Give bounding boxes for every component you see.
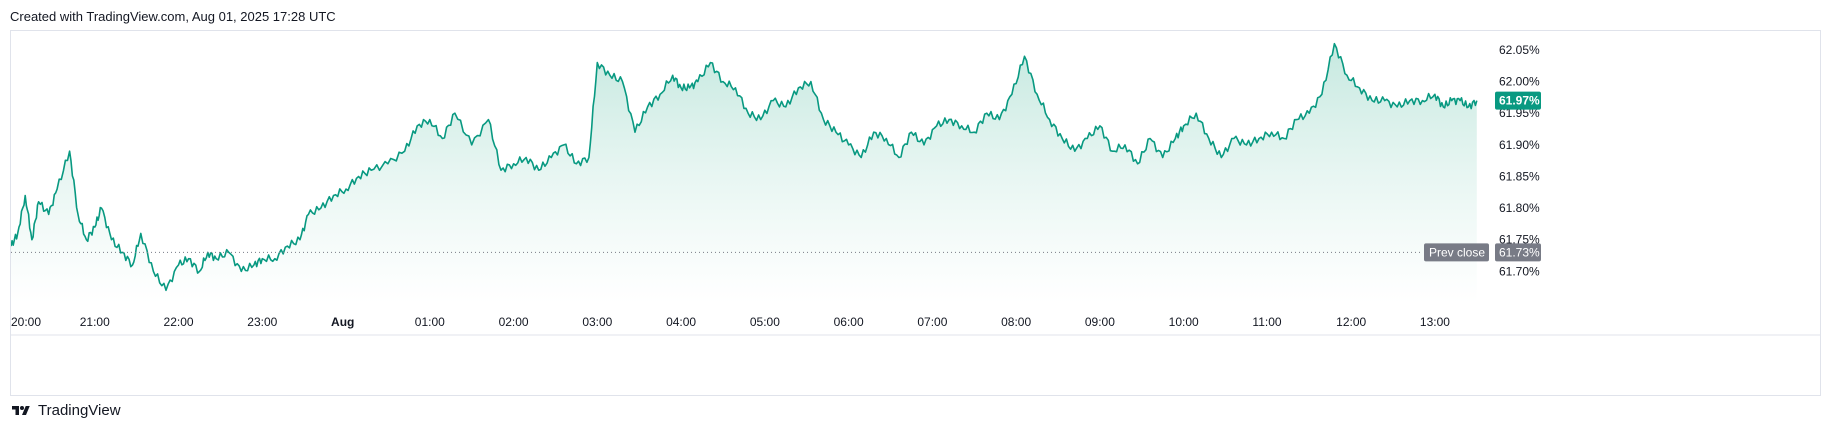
x-tick-label: 13:00 <box>1420 315 1450 329</box>
price-chart[interactable]: 62.05% 62.00% 61.95% 61.90% 61.85% 61.80% 61.7… <box>11 31 1820 395</box>
x-tick-label: 04:00 <box>666 315 696 329</box>
x-tick-label: 20:00 <box>11 315 41 329</box>
y-tick-label: 62.00% <box>1499 75 1540 89</box>
y-tick-label: 61.80% <box>1499 201 1540 215</box>
prev-close-label: Prev close <box>1429 245 1485 259</box>
x-tick-label: 06:00 <box>834 315 864 329</box>
x-tick-label: 11:00 <box>1252 315 1281 329</box>
prev-close-value-badge <box>1495 243 1541 262</box>
y-tick-label: 61.95% <box>1499 106 1540 120</box>
prev-close-value-label: 61.73% <box>1499 245 1540 259</box>
y-tick-label: 61.85% <box>1499 169 1540 183</box>
x-tick-label: 21:00 <box>80 315 110 329</box>
y-tick-label: 61.70% <box>1499 264 1540 278</box>
x-tick-label: 05:00 <box>750 315 780 329</box>
tradingview-footer[interactable]: TradingView <box>10 402 121 419</box>
x-tick-label: 23:00 <box>247 315 277 329</box>
y-tick-label: 61.90% <box>1499 138 1540 152</box>
x-tick-label: 10:00 <box>1169 315 1199 329</box>
last-price-badge <box>1495 91 1541 110</box>
series-area-fill <box>11 43 1477 303</box>
x-tick-label: 02:00 <box>499 315 529 329</box>
last-price-label: 61.97% <box>1499 94 1540 108</box>
x-tick-label: 08:00 <box>1001 315 1031 329</box>
x-tick-label: 07:00 <box>917 315 947 329</box>
prev-close-badge <box>1424 243 1489 262</box>
chart-caption: Created with TradingView.com, Aug 01, 20… <box>10 9 336 24</box>
footer-brand: TradingView <box>38 402 121 419</box>
y-tick-label: 61.75% <box>1499 233 1540 247</box>
tradingview-logo-icon <box>12 405 30 415</box>
x-tick-label: 09:00 <box>1085 315 1115 329</box>
x-tick-label: 12:00 <box>1336 315 1366 329</box>
x-tick-label: 01:00 <box>415 315 445 329</box>
x-tick-label: 22:00 <box>164 315 194 329</box>
x-tick-label: Aug <box>331 315 354 329</box>
y-tick-label: 62.05% <box>1499 43 1540 57</box>
series-line <box>11 42 1478 292</box>
x-tick-label: 03:00 <box>582 315 612 329</box>
chart-frame[interactable]: 62.05% 62.00% 61.95% 61.90% 61.85% 61.80% 61.7… <box>10 30 1821 396</box>
